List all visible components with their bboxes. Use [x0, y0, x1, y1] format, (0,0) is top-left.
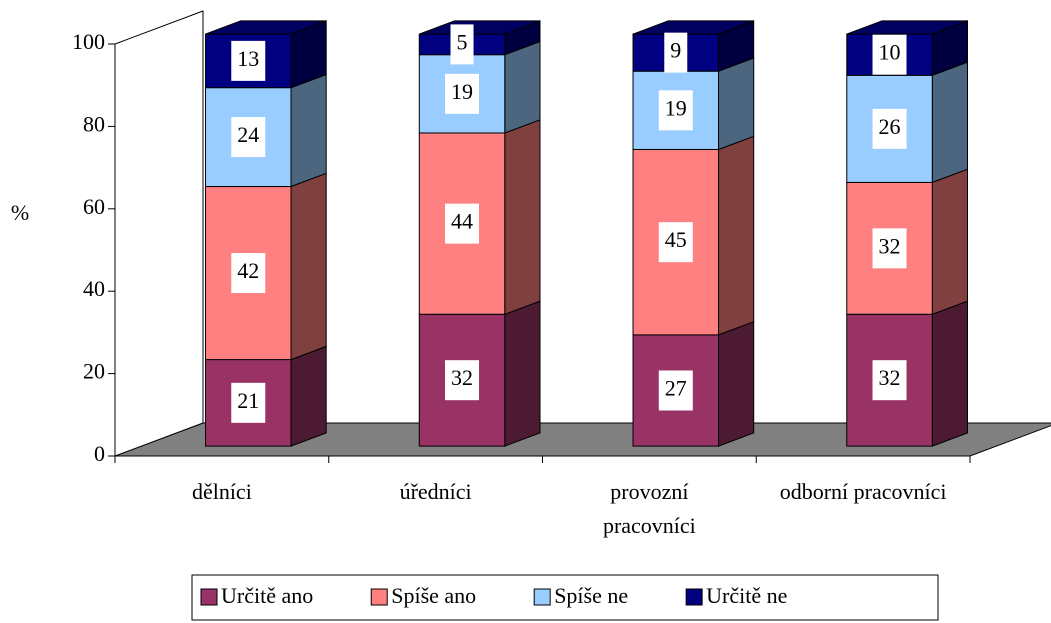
data-label-box — [231, 382, 266, 423]
data-label: 44 — [451, 209, 473, 234]
data-label: 10 — [879, 40, 901, 65]
y-tick-label: 100 — [72, 29, 105, 54]
data-label-box — [450, 24, 474, 65]
data-label-box — [231, 117, 266, 158]
data-label: 42 — [237, 258, 259, 283]
data-label: 21 — [237, 388, 259, 413]
data-label: 5 — [457, 29, 468, 54]
x-tick-label: provozní pracovníci — [603, 479, 696, 538]
bar-top — [419, 20, 541, 35]
data-label-box — [872, 228, 907, 269]
data-label: 45 — [665, 227, 687, 252]
legend-key — [370, 588, 388, 606]
data-label-box — [445, 73, 480, 114]
data-label: 32 — [879, 233, 901, 258]
data-label-box — [231, 40, 266, 81]
data-label: 32 — [451, 365, 473, 390]
legend-label: Spíše ano — [391, 583, 476, 608]
x-tick-label: odborní pracovníci — [780, 479, 947, 504]
data-label: 9 — [670, 38, 681, 63]
data-label: 32 — [879, 365, 901, 390]
data-label-box — [658, 222, 693, 263]
legend-label: Určitě ano — [221, 583, 313, 608]
bar-top — [632, 20, 754, 35]
bar-side — [718, 57, 755, 151]
bar-side — [290, 345, 327, 447]
x-tick-label: dělníci — [192, 479, 252, 504]
legend-key — [200, 588, 218, 606]
legend-key — [533, 588, 551, 606]
x-tick-label: úředníci — [400, 479, 472, 504]
data-label: 13 — [237, 46, 259, 71]
y-tick-label: 60 — [83, 194, 105, 219]
data-label: 26 — [879, 114, 901, 139]
y-axis-label: % — [11, 200, 29, 225]
data-label-box — [872, 360, 907, 401]
bar-side — [290, 73, 327, 188]
bar-side — [290, 172, 327, 361]
bar-side — [718, 320, 755, 447]
bar-side — [931, 61, 968, 184]
side-wall — [114, 10, 204, 457]
bar-side — [504, 119, 541, 316]
bar-side — [931, 168, 968, 316]
data-label: 19 — [451, 79, 473, 104]
y-tick-label: 20 — [83, 359, 105, 384]
bar-side — [504, 40, 541, 134]
y-tick-label: 80 — [83, 111, 105, 136]
data-label-box — [658, 90, 693, 131]
legend-key — [685, 588, 703, 606]
data-label-box — [445, 203, 480, 244]
data-label-box — [445, 360, 480, 401]
data-label-box — [872, 34, 907, 75]
data-label: 24 — [237, 122, 259, 147]
data-label: 27 — [665, 376, 687, 401]
bar-side — [504, 300, 541, 447]
legend-label: Určitě ne — [706, 583, 787, 608]
bar-top — [846, 20, 968, 35]
legend — [191, 574, 939, 621]
data-label-box — [664, 32, 688, 73]
y-tick-label: 0 — [94, 441, 105, 466]
data-label-box — [872, 108, 907, 149]
y-tick-label: 40 — [83, 276, 105, 301]
legend-label: Spíše ne — [554, 583, 628, 608]
data-label-box — [231, 253, 266, 294]
bar-top — [205, 20, 327, 35]
bar-side — [718, 135, 755, 336]
data-label: 19 — [665, 95, 687, 120]
data-label-box — [658, 370, 693, 411]
bar-side — [931, 300, 968, 447]
